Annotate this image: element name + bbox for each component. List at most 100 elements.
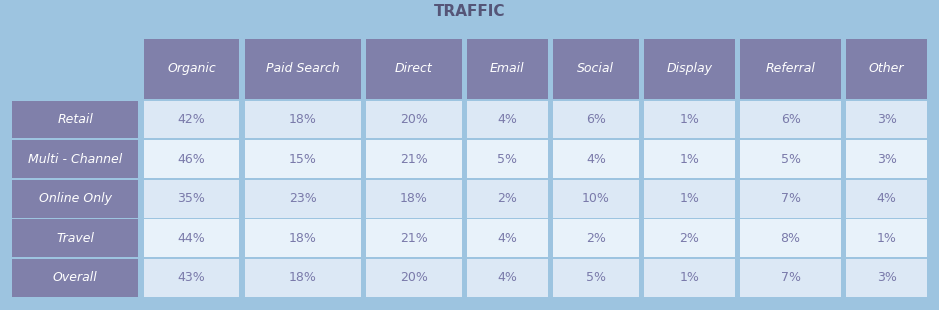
Text: 1%: 1% xyxy=(877,232,897,245)
FancyBboxPatch shape xyxy=(144,100,239,138)
FancyBboxPatch shape xyxy=(12,219,138,257)
Text: 20%: 20% xyxy=(400,271,428,284)
Text: 7%: 7% xyxy=(780,271,801,284)
FancyBboxPatch shape xyxy=(644,259,734,297)
FancyBboxPatch shape xyxy=(740,180,840,218)
FancyBboxPatch shape xyxy=(553,39,639,99)
Text: 46%: 46% xyxy=(177,153,206,166)
FancyBboxPatch shape xyxy=(553,259,639,297)
Text: 8%: 8% xyxy=(780,232,801,245)
FancyBboxPatch shape xyxy=(245,259,361,297)
FancyBboxPatch shape xyxy=(468,100,547,138)
FancyBboxPatch shape xyxy=(553,100,639,138)
Text: Online Only: Online Only xyxy=(38,192,112,205)
FancyBboxPatch shape xyxy=(245,180,361,218)
Text: TRAFFIC: TRAFFIC xyxy=(434,4,505,19)
Text: 44%: 44% xyxy=(177,232,206,245)
Text: 2%: 2% xyxy=(586,232,606,245)
FancyBboxPatch shape xyxy=(553,180,639,218)
Text: Paid Search: Paid Search xyxy=(266,62,340,75)
FancyBboxPatch shape xyxy=(144,180,239,218)
FancyBboxPatch shape xyxy=(644,39,734,99)
Text: Overall: Overall xyxy=(53,271,98,284)
Text: 43%: 43% xyxy=(177,271,206,284)
Text: 6%: 6% xyxy=(780,113,801,126)
FancyBboxPatch shape xyxy=(245,140,361,178)
FancyBboxPatch shape xyxy=(12,100,138,138)
FancyBboxPatch shape xyxy=(740,140,840,178)
FancyBboxPatch shape xyxy=(846,100,927,138)
Text: Multi - Channel: Multi - Channel xyxy=(28,153,122,166)
FancyBboxPatch shape xyxy=(740,219,840,257)
Text: 5%: 5% xyxy=(780,153,801,166)
Text: 23%: 23% xyxy=(289,192,316,205)
Text: 20%: 20% xyxy=(400,113,428,126)
Text: 42%: 42% xyxy=(177,113,206,126)
FancyBboxPatch shape xyxy=(366,259,462,297)
FancyBboxPatch shape xyxy=(468,39,547,99)
Text: 5%: 5% xyxy=(586,271,606,284)
Text: 4%: 4% xyxy=(498,271,517,284)
Text: 18%: 18% xyxy=(288,113,316,126)
Text: 7%: 7% xyxy=(780,192,801,205)
FancyBboxPatch shape xyxy=(366,39,462,99)
Text: 1%: 1% xyxy=(680,153,700,166)
Text: Other: Other xyxy=(869,62,904,75)
Text: 3%: 3% xyxy=(877,153,897,166)
Text: Organic: Organic xyxy=(167,62,216,75)
FancyBboxPatch shape xyxy=(144,219,239,257)
FancyBboxPatch shape xyxy=(245,100,361,138)
FancyBboxPatch shape xyxy=(553,219,639,257)
Text: 4%: 4% xyxy=(498,232,517,245)
Text: 2%: 2% xyxy=(498,192,517,205)
Text: 3%: 3% xyxy=(877,113,897,126)
FancyBboxPatch shape xyxy=(846,180,927,218)
Text: Social: Social xyxy=(577,62,614,75)
FancyBboxPatch shape xyxy=(740,259,840,297)
Text: Travel: Travel xyxy=(56,232,94,245)
Text: 18%: 18% xyxy=(288,271,316,284)
FancyBboxPatch shape xyxy=(366,140,462,178)
Text: 6%: 6% xyxy=(586,113,606,126)
Text: 4%: 4% xyxy=(498,113,517,126)
Text: 2%: 2% xyxy=(680,232,700,245)
FancyBboxPatch shape xyxy=(144,259,239,297)
FancyBboxPatch shape xyxy=(366,219,462,257)
FancyBboxPatch shape xyxy=(846,140,927,178)
FancyBboxPatch shape xyxy=(12,259,138,297)
FancyBboxPatch shape xyxy=(468,140,547,178)
Text: 1%: 1% xyxy=(680,271,700,284)
FancyBboxPatch shape xyxy=(740,100,840,138)
FancyBboxPatch shape xyxy=(144,140,239,178)
Text: 21%: 21% xyxy=(400,232,428,245)
FancyBboxPatch shape xyxy=(12,140,138,178)
FancyBboxPatch shape xyxy=(644,100,734,138)
Text: 5%: 5% xyxy=(498,153,517,166)
FancyBboxPatch shape xyxy=(644,140,734,178)
FancyBboxPatch shape xyxy=(468,259,547,297)
FancyBboxPatch shape xyxy=(245,39,361,99)
Text: 4%: 4% xyxy=(877,192,897,205)
Text: 1%: 1% xyxy=(680,113,700,126)
FancyBboxPatch shape xyxy=(644,219,734,257)
Text: 18%: 18% xyxy=(400,192,428,205)
FancyBboxPatch shape xyxy=(245,219,361,257)
FancyBboxPatch shape xyxy=(468,219,547,257)
FancyBboxPatch shape xyxy=(144,39,239,99)
FancyBboxPatch shape xyxy=(366,180,462,218)
FancyBboxPatch shape xyxy=(740,39,840,99)
Text: 1%: 1% xyxy=(680,192,700,205)
Text: 15%: 15% xyxy=(288,153,316,166)
FancyBboxPatch shape xyxy=(846,219,927,257)
FancyBboxPatch shape xyxy=(644,180,734,218)
Text: 4%: 4% xyxy=(586,153,606,166)
Text: Direct: Direct xyxy=(395,62,433,75)
FancyBboxPatch shape xyxy=(846,259,927,297)
Text: Retail: Retail xyxy=(57,113,93,126)
Text: 3%: 3% xyxy=(877,271,897,284)
FancyBboxPatch shape xyxy=(553,140,639,178)
Text: 18%: 18% xyxy=(288,232,316,245)
Text: 10%: 10% xyxy=(582,192,609,205)
Text: 21%: 21% xyxy=(400,153,428,166)
Text: 35%: 35% xyxy=(177,192,206,205)
